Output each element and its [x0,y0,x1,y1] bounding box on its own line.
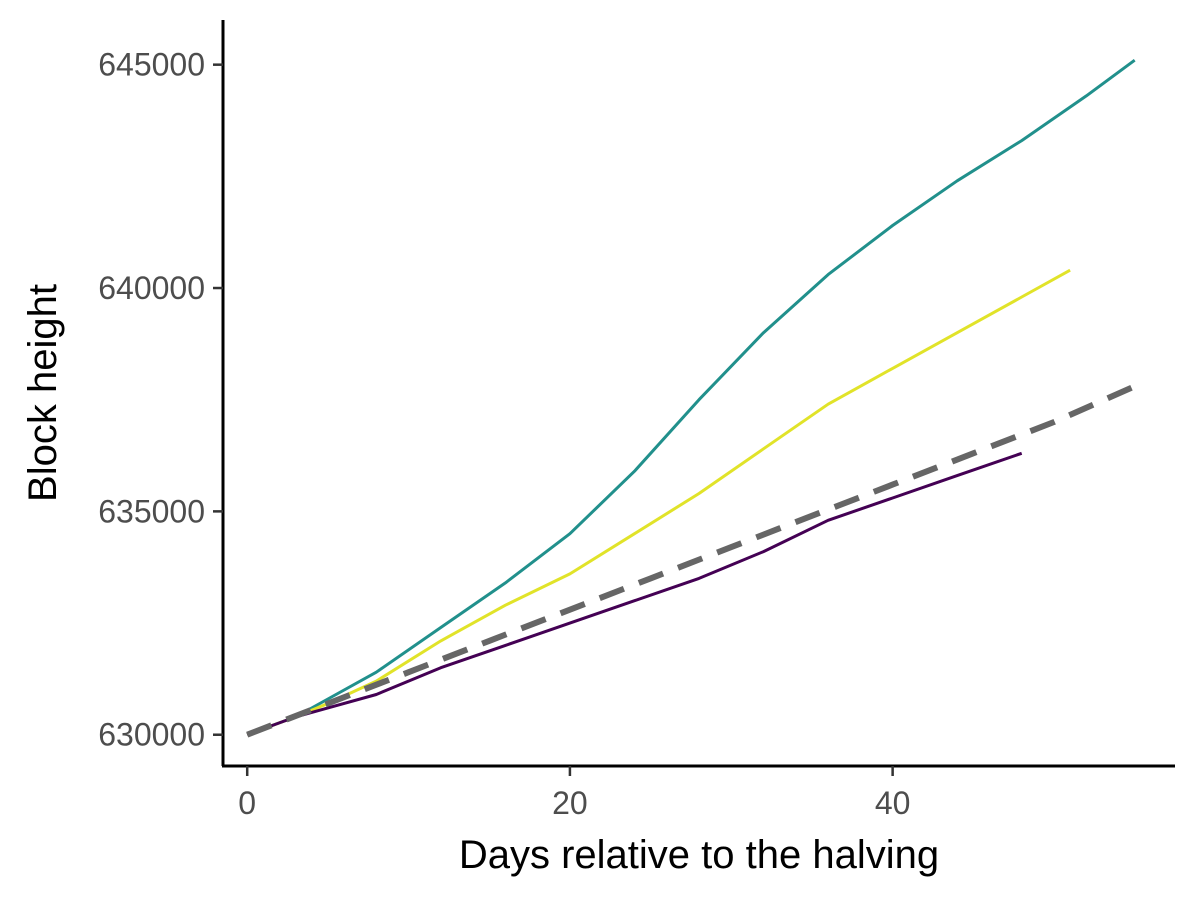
y-tick-label: 635000 [98,493,205,529]
series-line-dashed [246,383,1136,738]
series-line-1 [246,58,1136,737]
series-line-2 [246,268,1071,737]
x-tick-label: 20 [552,785,588,821]
series-layer [246,58,1136,738]
y-tick-label: 640000 [98,270,205,306]
x-axis-title: Days relative to the halving [459,833,939,877]
x-tick-label: 0 [238,785,256,821]
y-tick-label: 630000 [98,717,205,753]
series-line-3 [246,451,1023,737]
y-axis-title: Block height [21,284,65,502]
x-tick-label: 40 [875,785,911,821]
ticks-layer: 0 20 40 630000 635000 640000 645000 [98,47,910,821]
y-tick-label: 645000 [98,47,205,83]
